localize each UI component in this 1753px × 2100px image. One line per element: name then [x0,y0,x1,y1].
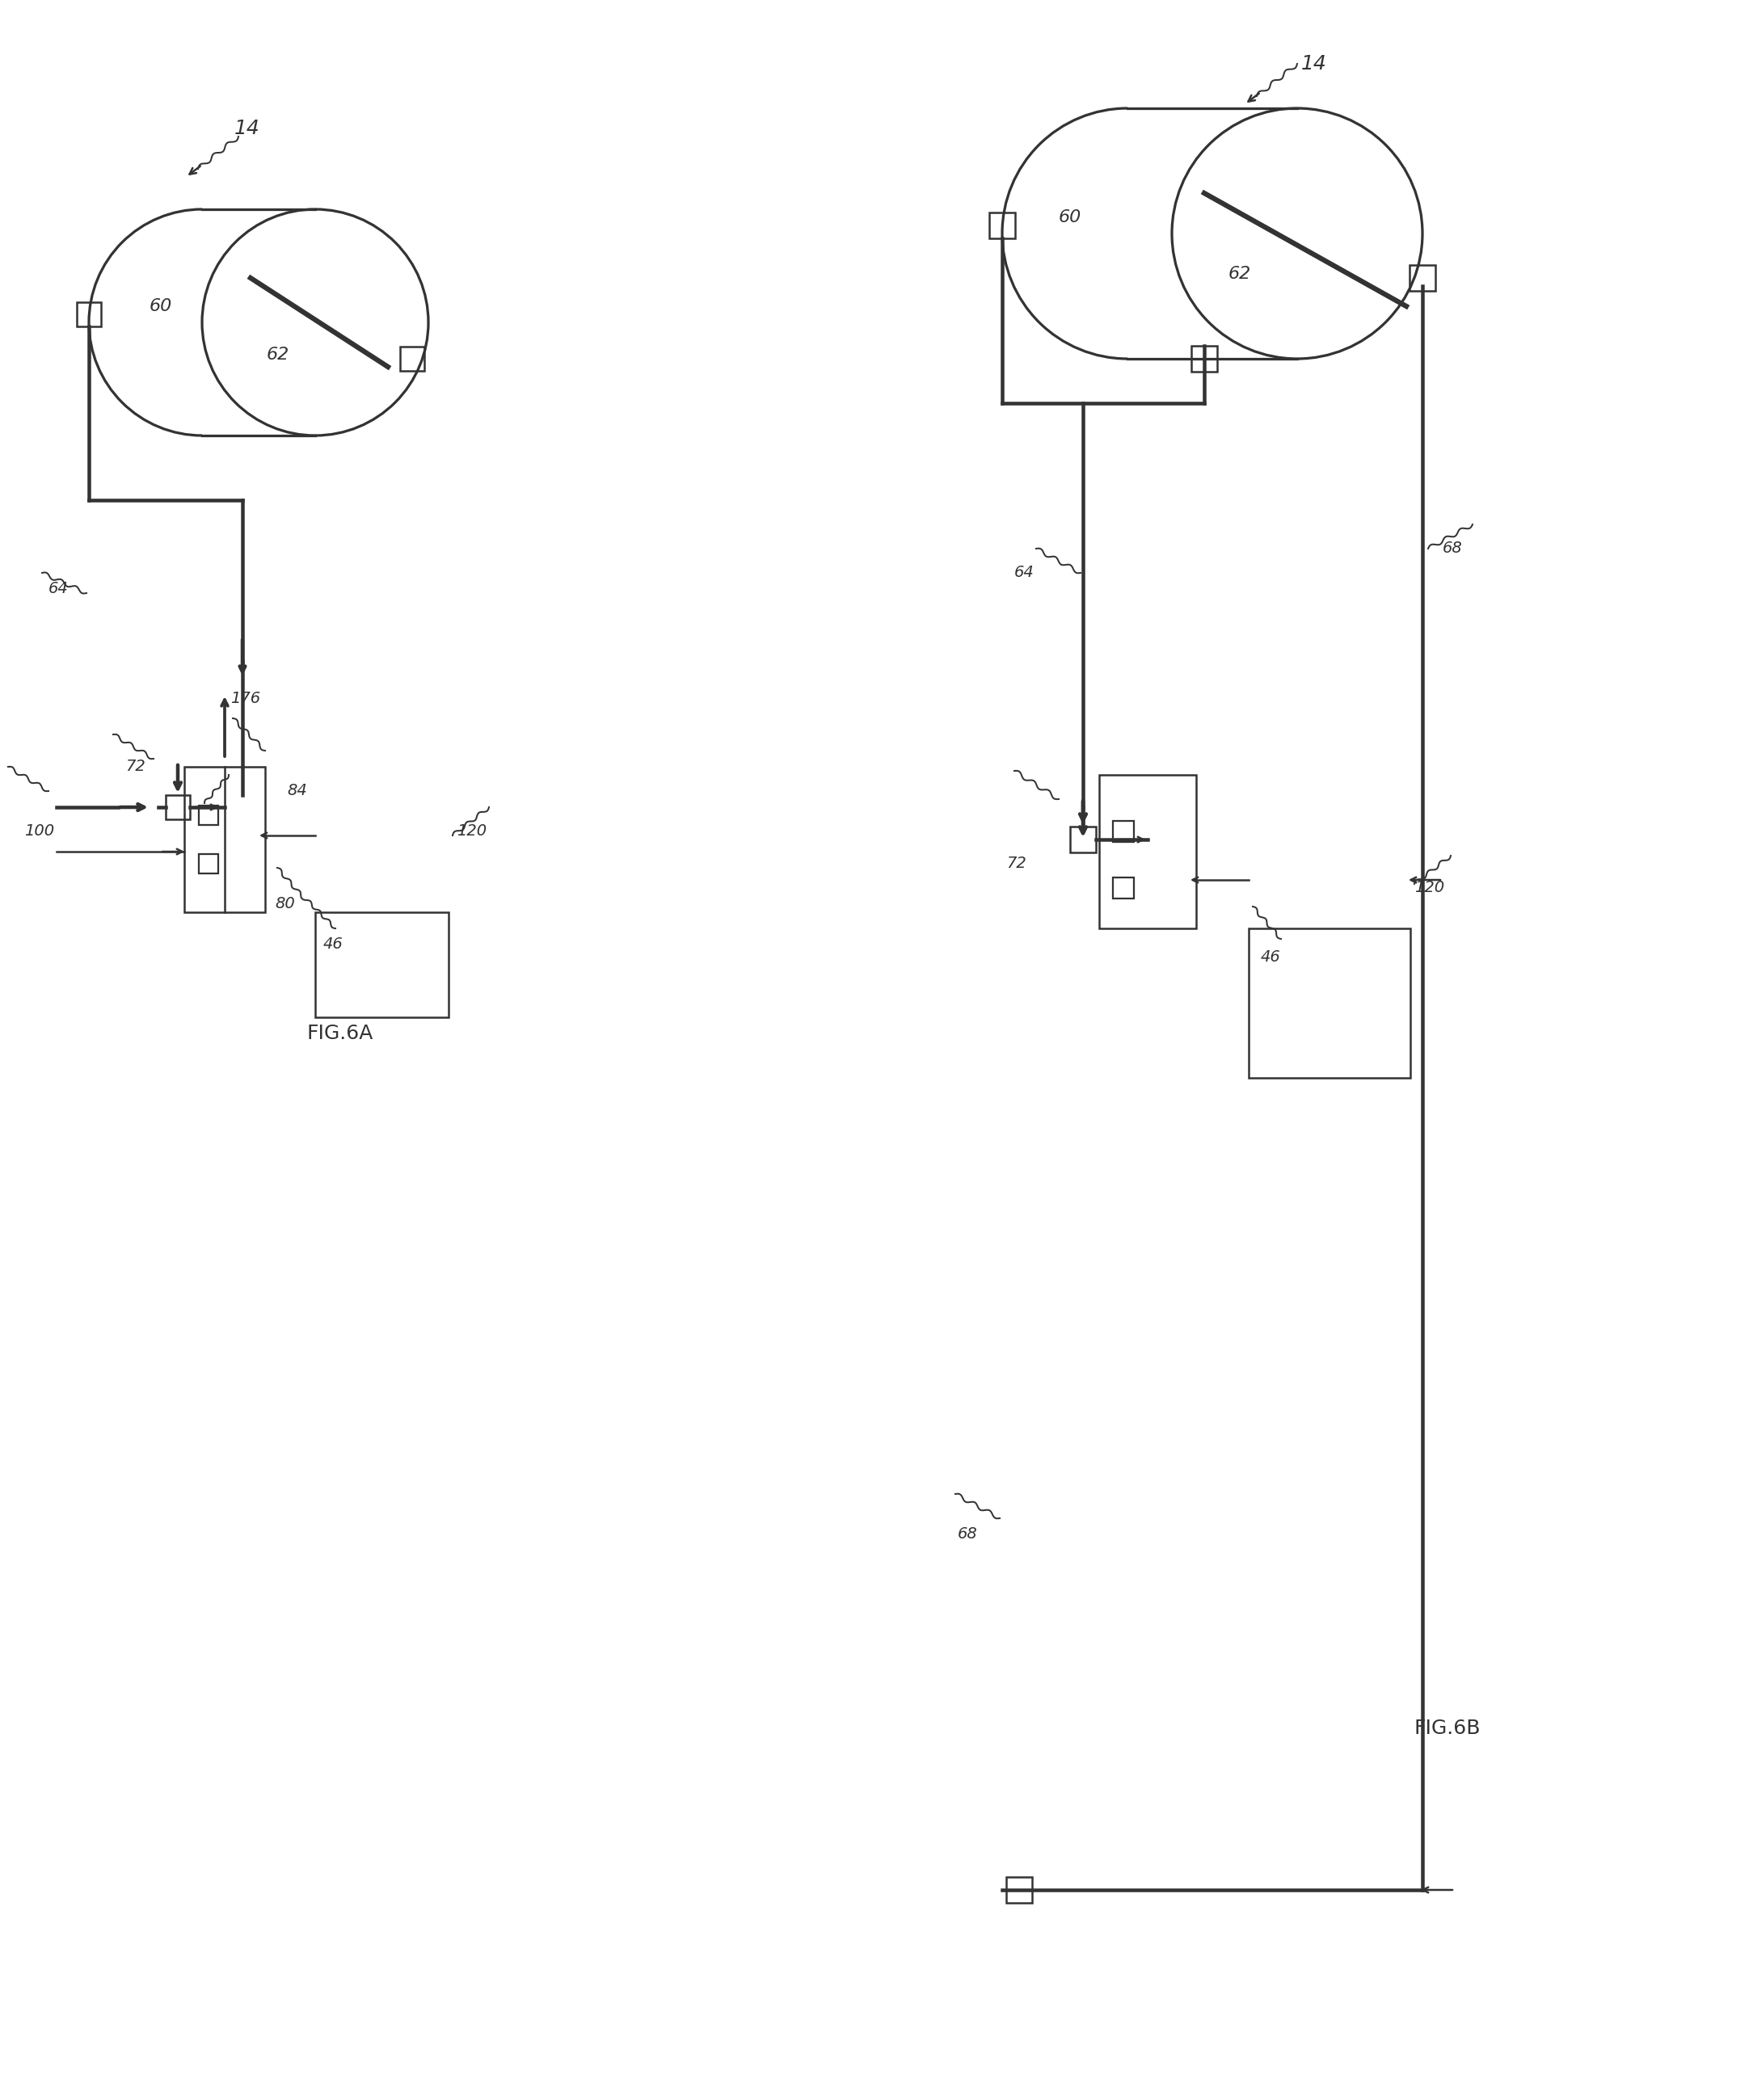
Bar [1409,265,1436,292]
Bar [1192,347,1217,372]
Text: 60: 60 [149,298,172,315]
Bar [184,766,265,911]
Text: 68: 68 [957,1527,978,1541]
Text: 80: 80 [275,897,295,911]
Text: 100: 100 [25,823,54,840]
Bar [400,347,424,372]
Bar [1113,878,1134,899]
Text: 64: 64 [49,582,68,596]
Text: 84: 84 [287,783,307,798]
Text: 72: 72 [1006,857,1026,871]
Bar [198,855,217,874]
Bar [1069,827,1096,853]
Text: 176: 176 [230,691,261,706]
Text: 46: 46 [323,937,344,951]
Text: FIG.6A: FIG.6A [307,1023,373,1044]
Text: 60: 60 [1059,210,1082,225]
Bar [198,806,217,825]
Bar [1248,928,1411,1077]
Text: 62: 62 [266,347,289,363]
Bar [1099,775,1196,928]
Bar [316,911,449,1016]
Bar [1113,821,1134,842]
Text: 46: 46 [1260,949,1281,964]
Bar [77,302,102,326]
Bar [989,212,1015,239]
Bar [167,796,189,819]
Text: 14: 14 [1301,55,1327,74]
Text: 64: 64 [1015,565,1034,580]
Text: 68: 68 [1443,542,1462,556]
Text: 120: 120 [456,823,487,840]
Bar [1006,1877,1033,1903]
Text: 62: 62 [1229,267,1252,281]
Text: 120: 120 [1415,880,1444,897]
Text: FIG.6B: FIG.6B [1415,1718,1481,1739]
Text: 72: 72 [124,758,145,775]
Text: 14: 14 [235,120,259,139]
